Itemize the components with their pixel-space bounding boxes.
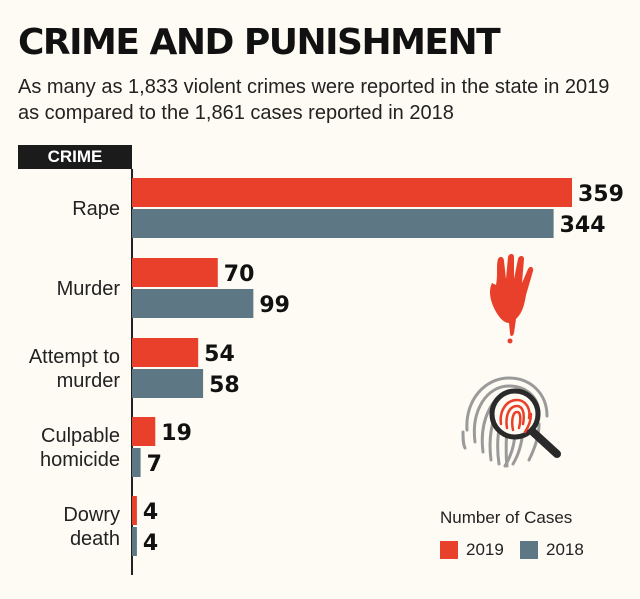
bar-2019 (132, 496, 137, 525)
bar-2018 (132, 289, 254, 318)
category-label: Culpable (41, 425, 120, 447)
bar-2019 (132, 258, 218, 287)
category-label: death (70, 528, 120, 550)
category-label: Murder (57, 278, 121, 300)
legend-title: Number of Cases (440, 508, 573, 527)
legend-item-2018: 2018 (520, 540, 584, 560)
legend-swatch-2019 (440, 541, 458, 559)
data-label-2019: 19 (161, 421, 192, 446)
legend-swatch-2018 (520, 541, 538, 559)
bar-2019 (132, 178, 572, 207)
data-label-2019: 70 (224, 262, 255, 287)
chart-subtitle: As many as 1,833 violent crimes were rep… (18, 76, 610, 124)
category-label: murder (57, 370, 121, 392)
category-label: Dowry (63, 504, 120, 526)
data-label-2018: 7 (147, 452, 162, 477)
data-label-2019: 54 (204, 342, 235, 367)
category-label: Attempt to (29, 346, 120, 368)
bar-2018 (132, 209, 554, 238)
data-label-2019: 4 (143, 500, 158, 525)
bar-2018 (132, 448, 141, 477)
data-label-2018: 58 (209, 373, 240, 398)
bars-group (132, 178, 572, 556)
data-label-2019: 359 (578, 182, 624, 207)
data-label-2018: 4 (143, 531, 158, 556)
bar-2018 (132, 369, 204, 398)
bar-2019 (132, 417, 156, 446)
legend-item-2019: 2019 (440, 540, 504, 560)
bloody-hand-icon (490, 254, 534, 344)
bar-2019 (132, 338, 199, 367)
category-label: Rape (72, 198, 120, 220)
data-label-2018: 344 (560, 213, 606, 238)
crime-column-header: CRIME (18, 145, 132, 169)
category-label: homicide (40, 449, 120, 471)
bar-2018 (132, 527, 137, 556)
legend-label-2018: 2018 (546, 540, 584, 559)
fingerprint-magnifier-icon (461, 376, 561, 468)
data-label-2018: 99 (259, 293, 290, 318)
legend-label-2019: 2019 (466, 540, 504, 559)
chart-title: CRIME AND PUNISHMENT (18, 22, 501, 63)
